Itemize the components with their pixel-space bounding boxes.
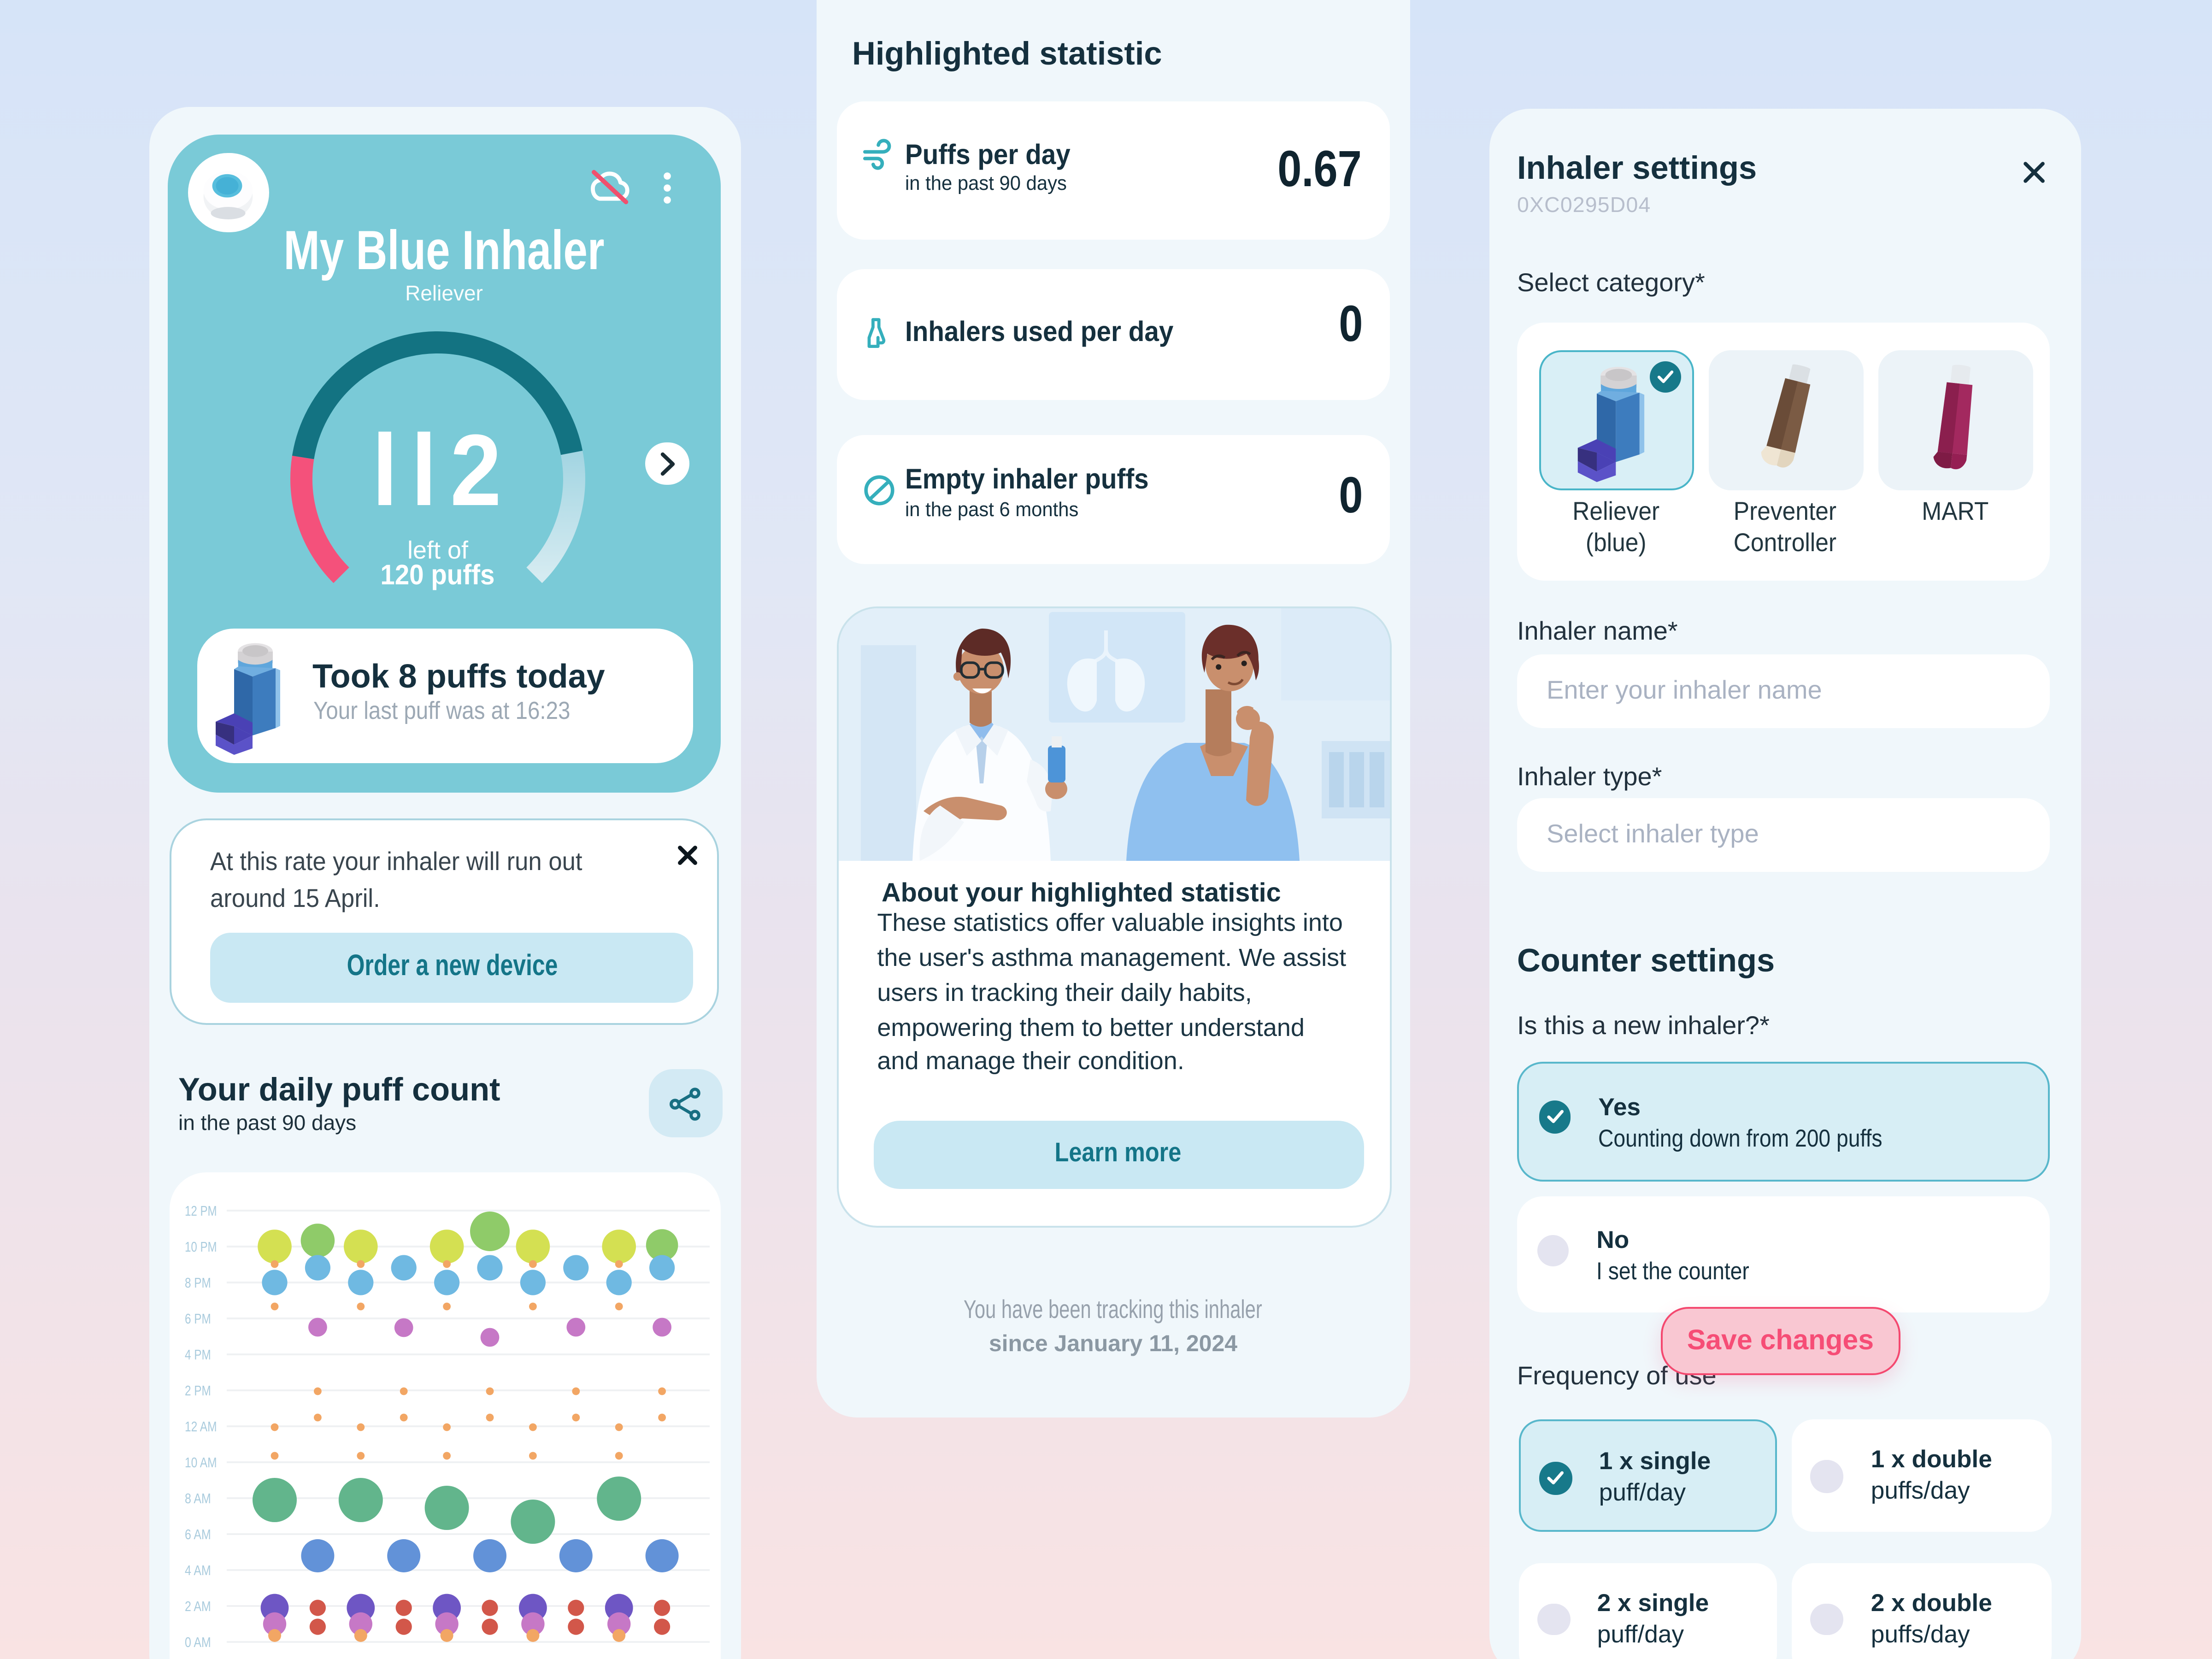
svg-text:10 AM: 10 AM xyxy=(184,1454,217,1470)
svg-text:4 AM: 4 AM xyxy=(184,1562,211,1578)
svg-text:0 AM: 0 AM xyxy=(184,1634,211,1650)
svg-text:10 PM: 10 PM xyxy=(184,1238,217,1254)
svg-text:8 AM: 8 AM xyxy=(184,1490,211,1506)
svg-text:2 PM: 2 PM xyxy=(184,1382,211,1398)
svg-text:6 PM: 6 PM xyxy=(184,1310,211,1326)
svg-text:12 PM: 12 PM xyxy=(184,1202,217,1218)
svg-text:8 PM: 8 PM xyxy=(184,1274,211,1290)
svg-text:2 AM: 2 AM xyxy=(184,1598,211,1614)
svg-text:12 AM: 12 AM xyxy=(184,1418,217,1434)
svg-text:6 AM: 6 AM xyxy=(184,1526,211,1542)
svg-text:4 PM: 4 PM xyxy=(184,1346,211,1362)
